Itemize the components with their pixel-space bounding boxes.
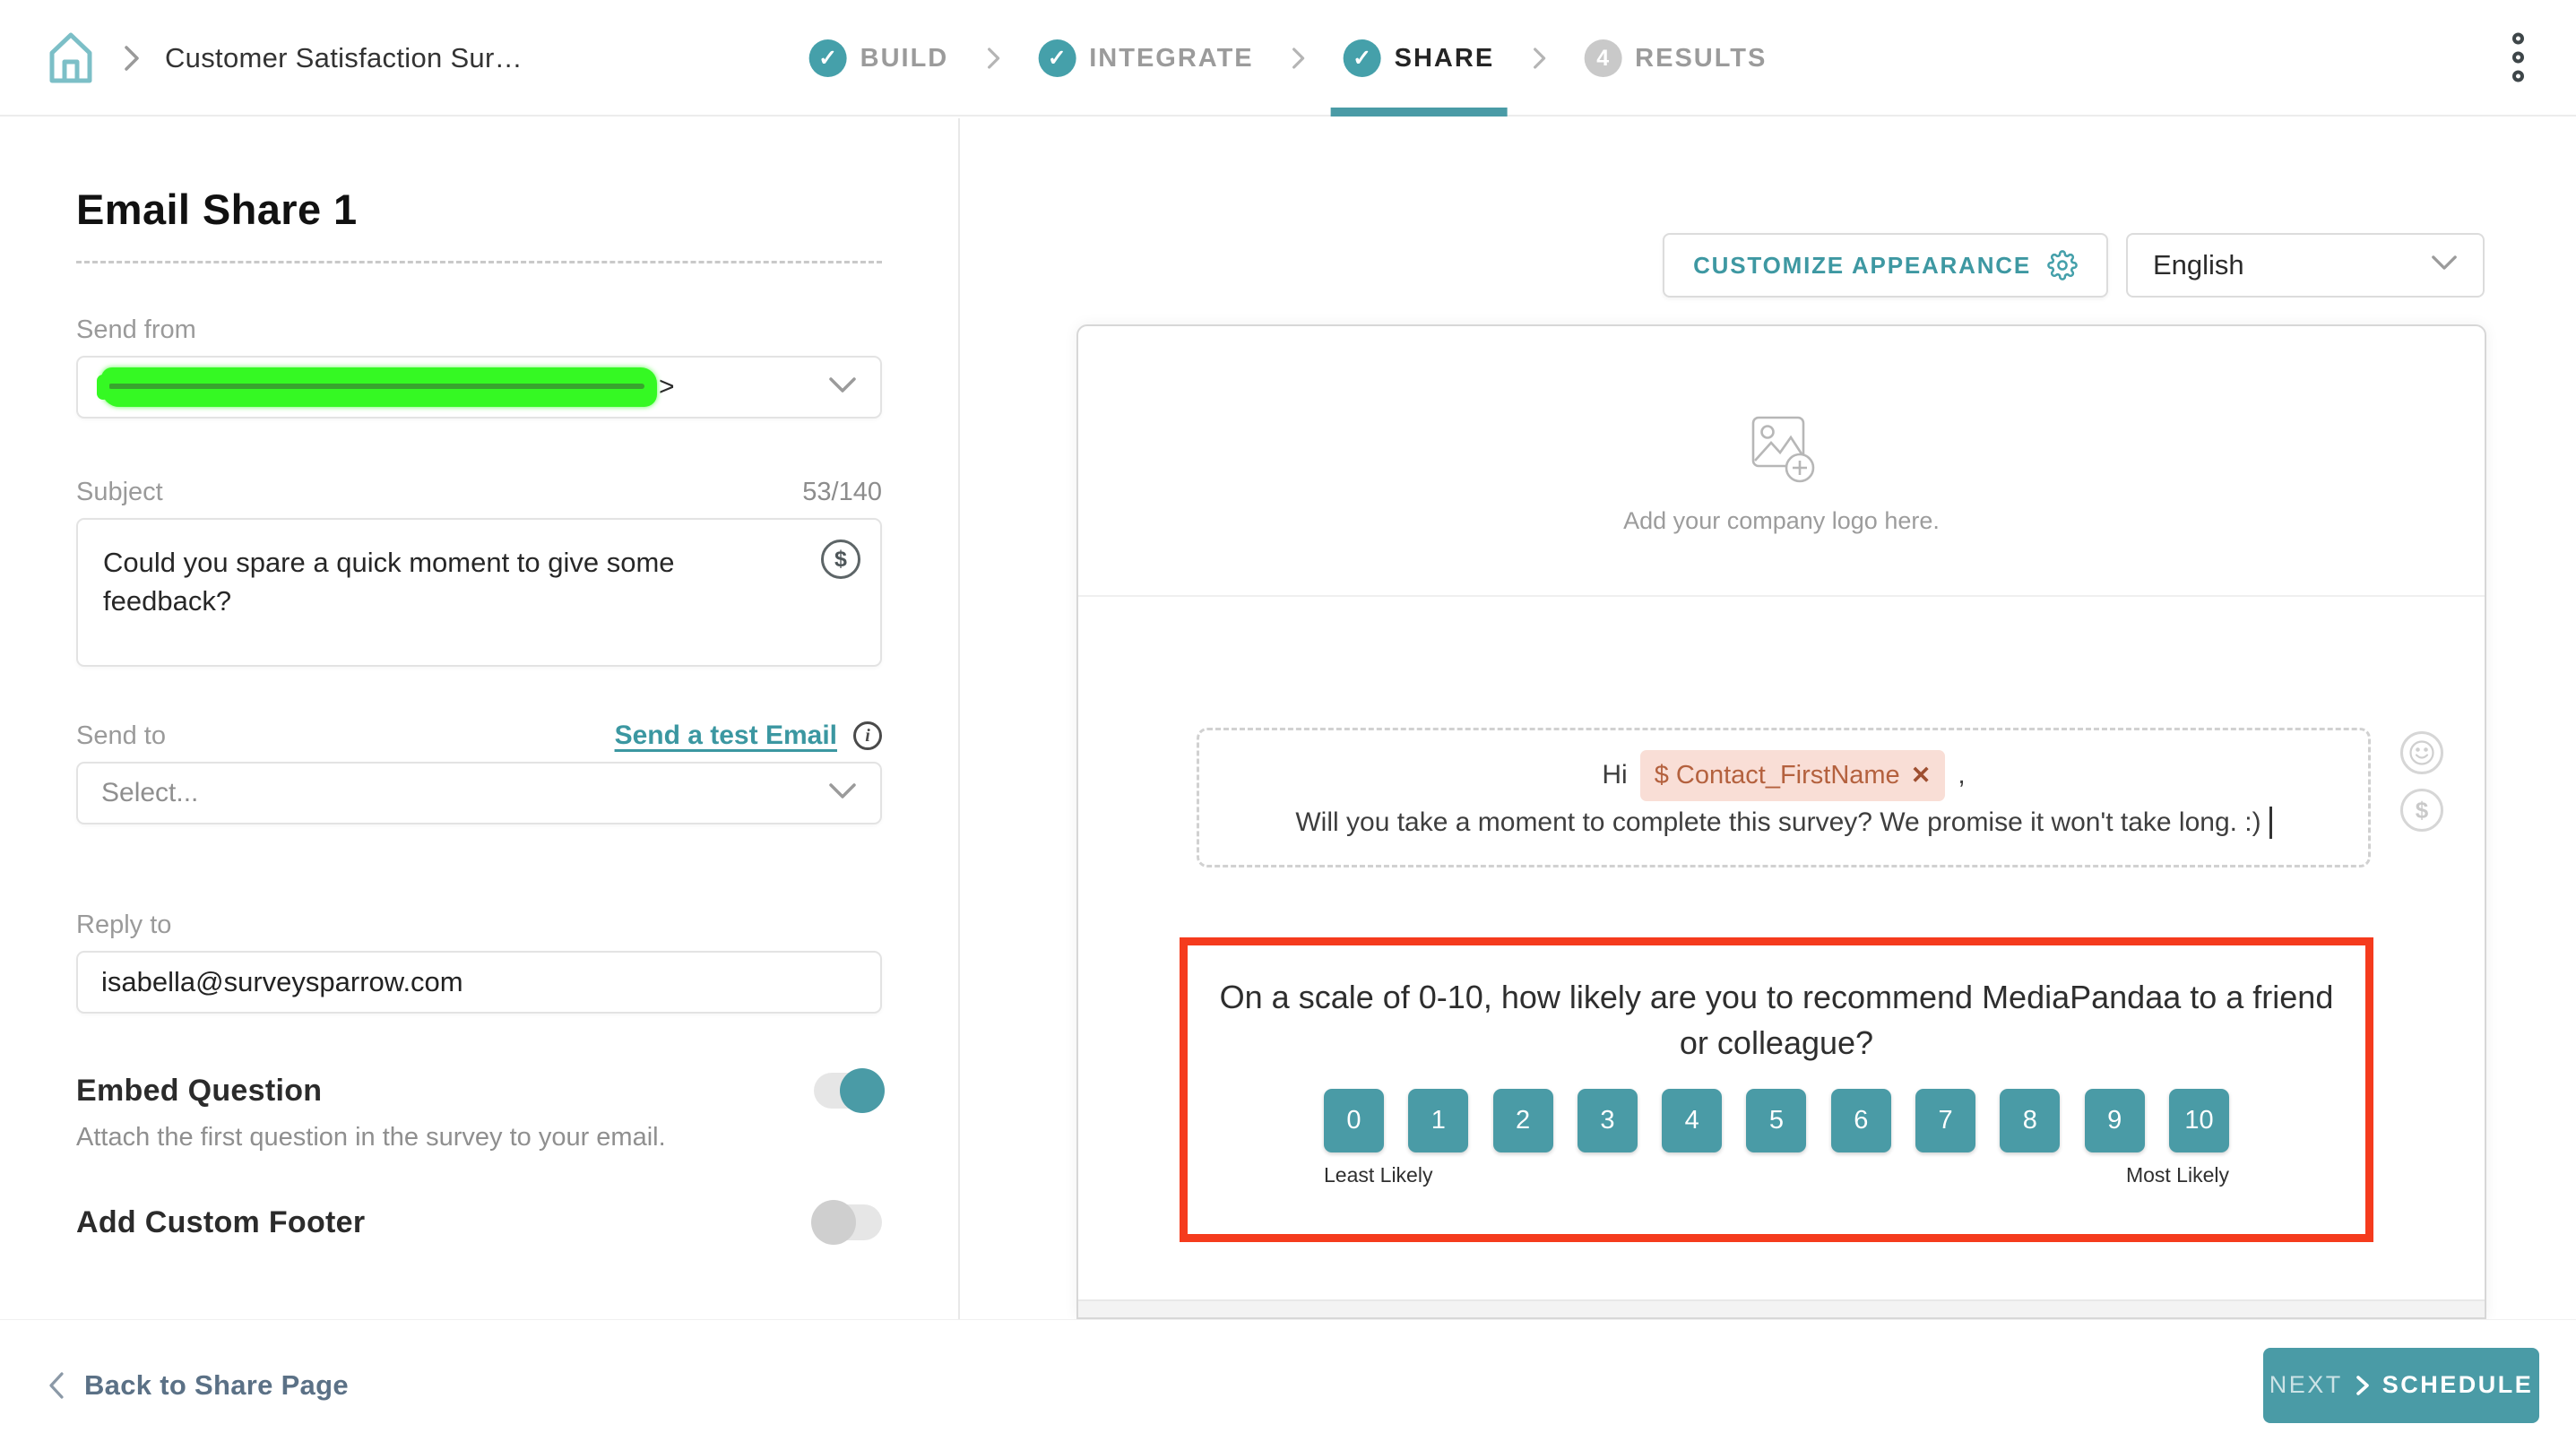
page-title: Email Share 1 <box>76 186 358 233</box>
nps-button-9[interactable]: 9 <box>2084 1088 2145 1152</box>
nps-button-8[interactable]: 8 <box>2000 1088 2061 1152</box>
email-preview-panel: CUSTOMIZE APPEARANCE English <box>962 118 2576 1319</box>
subject-char-counter: 53/140 <box>802 478 882 506</box>
home-icon[interactable] <box>43 29 99 88</box>
customize-appearance-button[interactable]: CUSTOMIZE APPEARANCE <box>1663 233 2108 298</box>
emoji-icon[interactable] <box>2400 731 2443 774</box>
next-schedule-button[interactable]: NEXT SCHEDULE <box>2263 1347 2539 1423</box>
editor-side-tools: $ <box>2400 731 2443 832</box>
gear-icon <box>2047 250 2078 281</box>
subject-input[interactable]: Could you spare a quick moment to give s… <box>76 518 882 667</box>
info-icon[interactable]: i <box>853 721 882 750</box>
step-separator-icon <box>986 47 1000 70</box>
add-image-icon <box>1751 416 1814 482</box>
chevron-down-icon <box>828 782 857 805</box>
step-build[interactable]: ✓ BUILD <box>797 0 962 117</box>
nps-button-1[interactable]: 1 <box>1408 1088 1469 1152</box>
text-cursor <box>2269 807 2272 840</box>
embed-question-row: Embed Question <box>76 1068 885 1113</box>
greeting-row: Hi $ Contact_FirstName ✕ , Will you take… <box>1078 728 2485 867</box>
more-options-icon[interactable] <box>2507 28 2529 88</box>
check-icon: ✓ <box>1343 39 1381 77</box>
step-separator-icon <box>1532 47 1546 70</box>
email-body-editor[interactable]: Hi $ Contact_FirstName ✕ , Will you take… <box>1197 728 2371 867</box>
nps-button-4[interactable]: 4 <box>1662 1088 1723 1152</box>
step-results[interactable]: 4 RESULTS <box>1571 0 1779 117</box>
nps-button-6[interactable]: 6 <box>1830 1088 1891 1152</box>
embedded-question-highlight: On a scale of 0-10, how likely are you t… <box>1180 936 2373 1242</box>
subject-label: Subject <box>76 478 163 506</box>
step-share[interactable]: ✓ SHARE <box>1330 0 1508 117</box>
send-to-select[interactable]: Select... <box>76 762 882 824</box>
top-bar: Customer Satisfaction Sur… ✓ BUILD ✓ INT… <box>0 0 2576 117</box>
reply-to-input[interactable]: isabella@surveysparrow.com <box>76 951 882 1014</box>
remove-token-icon[interactable]: ✕ <box>1910 761 1932 789</box>
nps-scale: 0 1 2 3 4 5 6 7 8 9 10 <box>1324 1088 2229 1152</box>
reply-to-label: Reply to <box>76 911 172 939</box>
send-from-select[interactable]: > <box>76 356 882 419</box>
insert-variable-icon[interactable]: $ <box>821 539 860 579</box>
nps-button-7[interactable]: 7 <box>1915 1088 1976 1152</box>
back-to-share-link[interactable]: Back to Share Page <box>48 1369 349 1402</box>
embed-question-label: Embed Question <box>76 1073 323 1108</box>
embed-question-description: Attach the first question in the survey … <box>76 1123 666 1152</box>
custom-footer-label: Add Custom Footer <box>76 1204 366 1239</box>
embed-question-toggle[interactable] <box>814 1068 885 1113</box>
send-test-email-link[interactable]: Send a test Email <box>614 721 837 750</box>
chevron-right-icon <box>2356 1375 2369 1395</box>
chevron-down-icon <box>2431 255 2458 276</box>
breadcrumb-chevron-icon <box>124 45 140 72</box>
survey-title-breadcrumb[interactable]: Customer Satisfaction Sur… <box>165 42 523 73</box>
step-number-badge: 4 <box>1584 39 1622 77</box>
chevron-left-icon <box>49 1371 64 1399</box>
nps-min-label: Least Likely <box>1324 1162 1433 1187</box>
language-select[interactable]: English <box>2126 233 2485 298</box>
nps-button-3[interactable]: 3 <box>1577 1088 1638 1152</box>
nps-button-0[interactable]: 0 <box>1324 1088 1384 1152</box>
nps-button-10[interactable]: 10 <box>2168 1088 2229 1152</box>
nps-max-label: Most Likely <box>2125 1162 2229 1187</box>
chevron-down-icon <box>828 376 857 399</box>
step-separator-icon <box>1292 47 1306 70</box>
check-icon: ✓ <box>1038 39 1076 77</box>
page-footer: Back to Share Page NEXT SCHEDULE <box>0 1319 2576 1450</box>
wizard-stepper: ✓ BUILD ✓ INTEGRATE ✓ SHARE 4 RES <box>797 0 1780 117</box>
step-integrate[interactable]: ✓ INTEGRATE <box>1025 0 1266 117</box>
send-from-label: Send from <box>76 315 196 344</box>
question-text: On a scale of 0-10, how likely are you t… <box>1219 978 2334 1061</box>
redacted-email-scribble <box>97 367 657 407</box>
contact-firstname-token[interactable]: $ Contact_FirstName ✕ <box>1639 750 1946 801</box>
breadcrumb: Customer Satisfaction Sur… <box>43 0 523 117</box>
custom-footer-toggle[interactable] <box>811 1200 882 1245</box>
send-to-label: Send to <box>76 721 166 750</box>
custom-footer-row: Add Custom Footer <box>76 1200 882 1245</box>
check-icon: ✓ <box>808 39 847 77</box>
dashed-divider <box>76 261 882 263</box>
logo-upload-area[interactable]: Add your company logo here. <box>1078 326 2485 597</box>
email-preview-card: Add your company logo here. Hi $ Contact… <box>1076 324 2486 1319</box>
nps-button-5[interactable]: 5 <box>1746 1088 1807 1152</box>
insert-variable-icon[interactable]: $ <box>2400 789 2443 832</box>
logo-hint-text: Add your company logo here. <box>1623 506 1940 534</box>
email-footer-strip <box>1078 1299 2485 1317</box>
email-settings-panel: Email Share 1 Send from > Subject 53/140… <box>0 118 960 1319</box>
preview-toolbar: CUSTOMIZE APPEARANCE English <box>1663 233 2485 298</box>
nps-button-2[interactable]: 2 <box>1492 1088 1553 1152</box>
